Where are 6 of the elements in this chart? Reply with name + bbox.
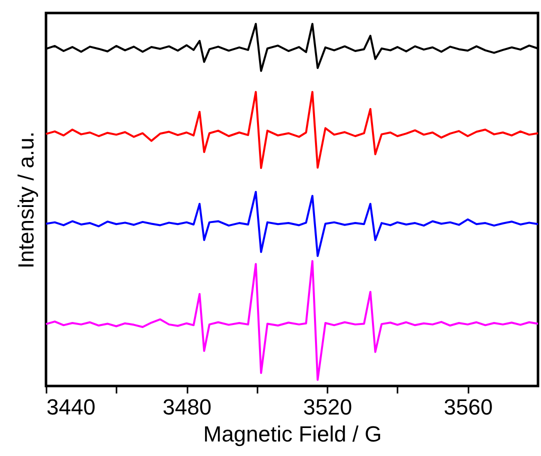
- x-tick-label: 3520: [303, 394, 352, 420]
- x-axis-title: Magnetic Field / G: [203, 422, 382, 446]
- x-tick-label: 3480: [162, 394, 212, 420]
- y-axis-title: Intensity / a.u.: [14, 132, 38, 268]
- x-tick-label: 3440: [46, 394, 96, 420]
- x-tick-label: 3560: [444, 394, 493, 420]
